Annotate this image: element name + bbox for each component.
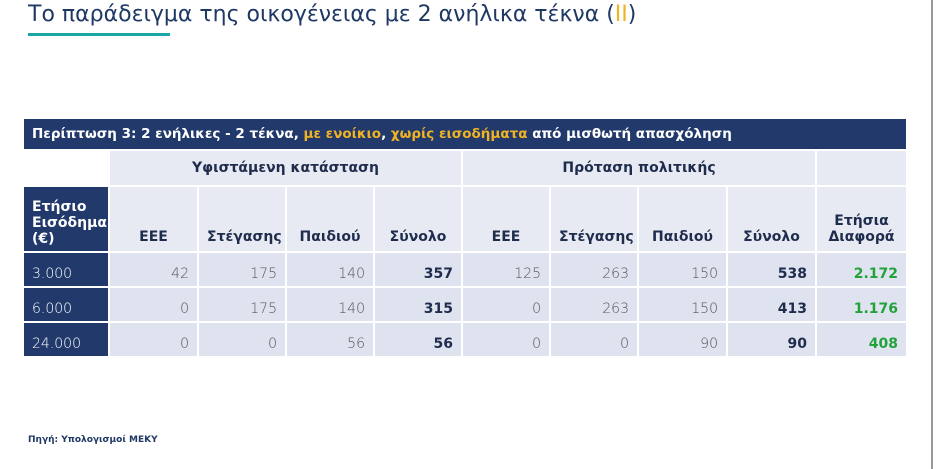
data-cell: 125 xyxy=(461,251,551,288)
data-cell: 0 xyxy=(108,286,199,323)
caption-highlight: χωρίς εισοδήματα xyxy=(390,126,528,142)
data-cell: 1.176 xyxy=(815,286,908,323)
column-header: Σύνολο xyxy=(373,185,463,253)
data-cell: 315 xyxy=(373,286,463,323)
column-header: Σύνολο xyxy=(726,185,817,253)
column-header: Παιδιού xyxy=(637,185,728,253)
empty-cell xyxy=(815,149,908,187)
data-cell: 175 xyxy=(197,286,287,323)
data-cell: 0 xyxy=(197,321,287,358)
data-cell: 408 xyxy=(815,321,908,358)
data-row: 6.000 0 175 140 315 0 263 150 413 1.176 xyxy=(22,286,908,323)
title-highlight: II xyxy=(614,2,628,27)
data-cell: 263 xyxy=(549,286,639,323)
data-cell: 140 xyxy=(285,286,375,323)
data-cell: 56 xyxy=(373,321,463,358)
row-header: 3.000 xyxy=(22,251,110,288)
data-row: 24.000 0 0 56 56 0 0 90 90 408 xyxy=(22,321,908,358)
title-underline xyxy=(28,33,170,36)
table-body: Ετήσιο Εισόδημα (€) ΕΕΕ Στέγασης Παιδιού Σύν… xyxy=(22,185,908,358)
caption-row: Περίπτωση 3: 2 ενήλικες - 2 τέκνα, με εν… xyxy=(22,117,908,151)
row-header: 6.000 xyxy=(22,286,110,323)
table: Περίπτωση 3: 2 ενήλικες - 2 τέκνα, με εν… xyxy=(22,117,908,358)
data-cell: 42 xyxy=(108,251,199,288)
data-cell: 357 xyxy=(373,251,463,288)
data-cell: 150 xyxy=(637,286,728,323)
group-header: Πρόταση πολιτικής xyxy=(461,149,817,187)
column-header: ΕΕΕ xyxy=(108,185,199,253)
column-header: ΕΕΕ xyxy=(461,185,551,253)
title-text: Το παράδειγμα της οικογένειας με 2 ανήλι… xyxy=(28,2,615,27)
empty-cell xyxy=(22,149,110,187)
column-header: Ετήσιο Εισόδημα (€) xyxy=(22,185,110,253)
caption-text: Περίπτωση 3: 2 ενήλικες - 2 τέκνα, xyxy=(32,126,304,142)
title: Το παράδειγμα της οικογένειας με 2 ανήλι… xyxy=(28,2,636,27)
group-header: Υφιστάμενη κατάσταση xyxy=(108,149,463,187)
data-cell: 2.172 xyxy=(815,251,908,288)
source-note: Πηγή: Υπολογισμοί ΜΕΚΥ xyxy=(28,435,158,445)
data-cell: 413 xyxy=(726,286,817,323)
column-header: Παιδιού xyxy=(285,185,375,253)
caption: Περίπτωση 3: 2 ενήλικες - 2 τέκνα, με εν… xyxy=(22,117,908,151)
data-cell: 0 xyxy=(549,321,639,358)
header-row: Ετήσιο Εισόδημα (€) ΕΕΕ Στέγασης Παιδιού Σύν… xyxy=(22,185,908,253)
data-cell: 538 xyxy=(726,251,817,288)
caption-text: από μισθωτή απασχόληση xyxy=(527,126,732,142)
column-header: Στέγασης xyxy=(549,185,639,253)
data-cell: 56 xyxy=(285,321,375,358)
data-cell: 90 xyxy=(637,321,728,358)
data-cell: 263 xyxy=(549,251,639,288)
group-row: Υφιστάμενη κατάσταση Πρόταση πολιτικής xyxy=(22,149,908,187)
slide-edge xyxy=(931,0,933,469)
data-cell: 0 xyxy=(461,286,551,323)
caption-highlight: με ενοίκιο xyxy=(303,126,382,142)
caption-text: , xyxy=(381,126,391,142)
data-cell: 150 xyxy=(637,251,728,288)
column-header: Ετήσια Διαφορά xyxy=(815,185,908,253)
data-cell: 0 xyxy=(108,321,199,358)
column-header: Στέγασης xyxy=(197,185,287,253)
data-cell: 90 xyxy=(726,321,817,358)
row-header: 24.000 xyxy=(22,321,110,358)
data-cell: 0 xyxy=(461,321,551,358)
data-cell: 140 xyxy=(285,251,375,288)
title-text: ) xyxy=(627,2,637,27)
data-cell: 175 xyxy=(197,251,287,288)
data-row: 3.000 42 175 140 357 125 263 150 538 2.172 xyxy=(22,251,908,288)
